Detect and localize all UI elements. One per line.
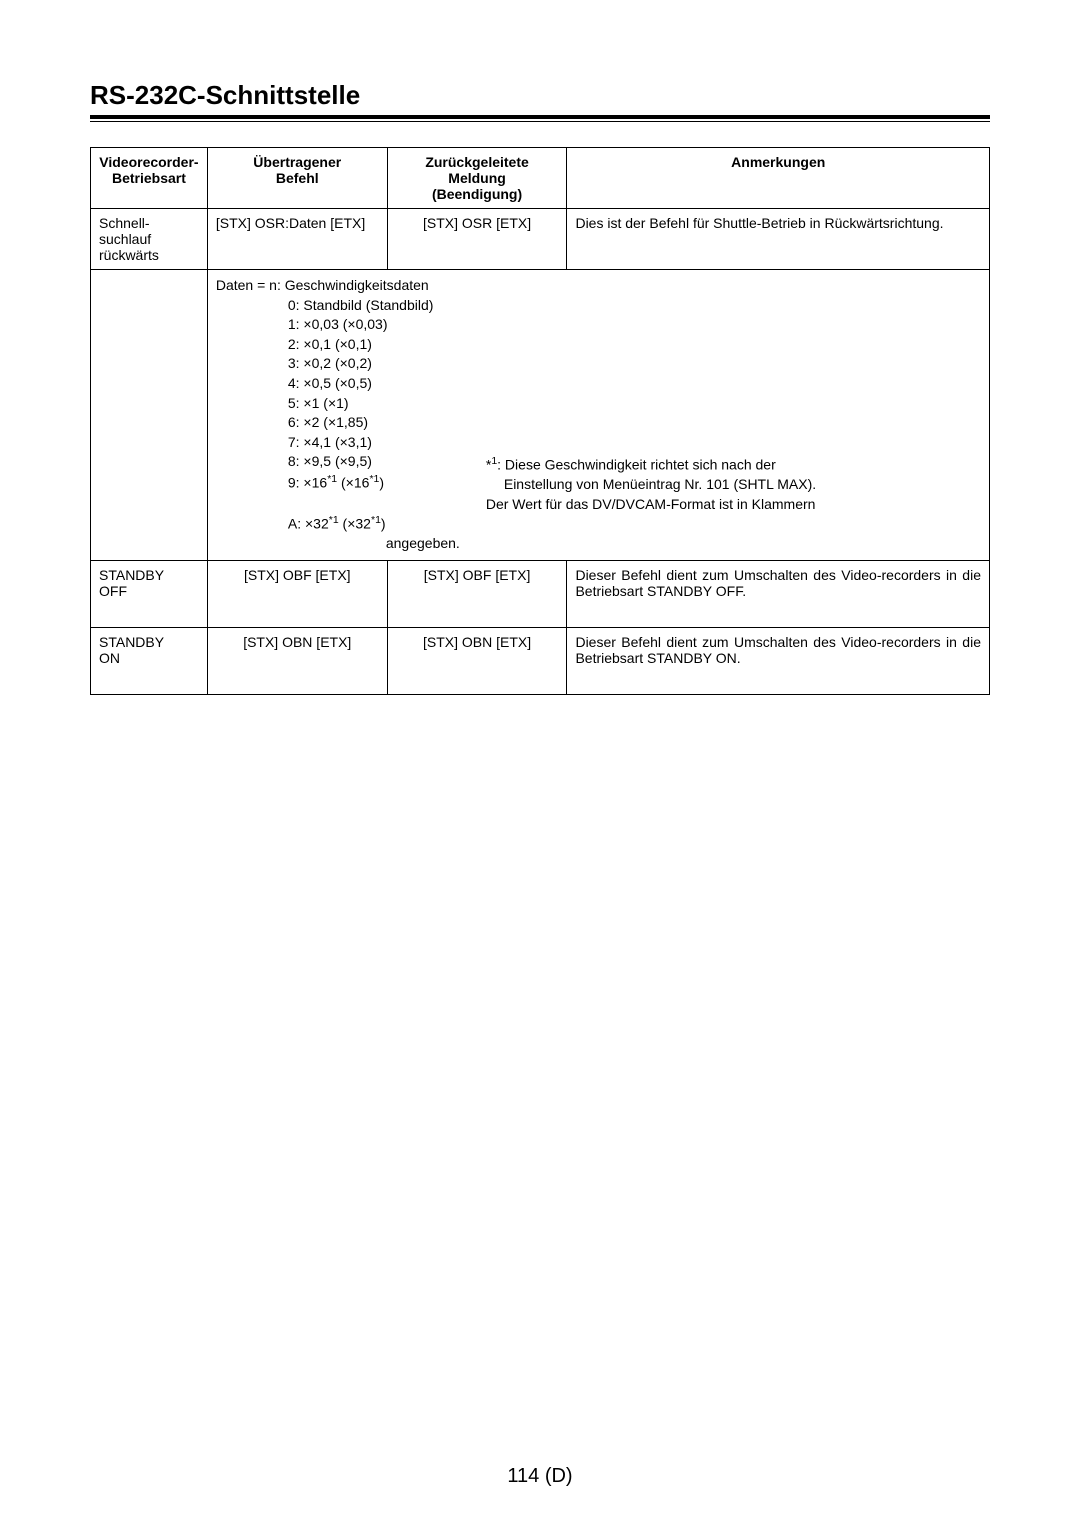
header-row: Videorecorder- Betriebsart Übertragener … — [91, 148, 990, 209]
speed-hdr: Daten = n: Geschwindigkeitsdaten — [216, 277, 429, 293]
mode-l1: STANDBY — [99, 634, 164, 650]
cell-cmd: [STX] OBF [ETX] — [207, 560, 387, 627]
th-mode-l1: Videorecorder- — [99, 154, 198, 170]
mode-l1: Schnell- — [99, 215, 150, 231]
speed-l9b: (×16 — [337, 475, 369, 491]
th-ret-l3: (Beendigung) — [432, 186, 522, 202]
footnote-l1: : Diese Geschwindigkeit richtet sich nac… — [497, 457, 776, 473]
sup3: *1 — [329, 514, 339, 526]
cell-mode: STANDBY ON — [91, 627, 208, 694]
speed-l7: 7: ×4,1 (×3,1) — [288, 434, 372, 450]
speed-l1: 1: ×0,03 (×0,03) — [288, 316, 388, 332]
footnote-l3: Der Wert für das DV/DVCAM-Format ist in … — [486, 496, 816, 512]
th-cmd-l1: Übertragener — [253, 154, 341, 170]
speed-l6: 6: ×2 (×1,85) — [288, 414, 368, 430]
table-row: STANDBY ON [STX] OBN [ETX] [STX] OBN [ET… — [91, 627, 990, 694]
cell-ret: [STX] OBN [ETX] — [387, 627, 567, 694]
mode-l3: rückwärts — [99, 247, 159, 263]
speed-laa: A: ×32 — [288, 515, 329, 531]
mode-l2: OFF — [99, 583, 127, 599]
th-note: Anmerkungen — [567, 148, 990, 209]
cell-mode: STANDBY OFF — [91, 560, 208, 627]
footnote-l2: Einstellung von Menüeintrag Nr. 101 (SHT… — [486, 476, 816, 492]
speed-lac: ) — [381, 515, 386, 531]
table-row: STANDBY OFF [STX] OBF [ETX] [STX] OBF [E… — [91, 560, 990, 627]
speed-l9a: 9: ×16 — [288, 475, 327, 491]
speed-l9c: ) — [379, 475, 384, 491]
mode-l2: ON — [99, 650, 120, 666]
footnote-l4: angegeben. — [288, 535, 460, 551]
sup1: *1 — [327, 473, 337, 485]
th-ret-l2: Meldung — [448, 170, 506, 186]
table-row: Schnell- suchlauf rückwärts [STX] OSR:Da… — [91, 209, 990, 270]
th-ret-l1: Zurückgeleitete — [425, 154, 528, 170]
sup2: *1 — [369, 473, 379, 485]
speed-l0: 0: Standbild (Standbild) — [288, 297, 434, 313]
th-mode-l2: Betriebsart — [112, 170, 186, 186]
page-number: 114 (D) — [0, 1465, 1080, 1488]
th-ret: Zurückgeleitete Meldung (Beendigung) — [387, 148, 567, 209]
cell-cmd: [STX] OSR:Daten [ETX] — [207, 209, 387, 270]
cell-ret: [STX] OSR [ETX] — [387, 209, 567, 270]
command-table: Videorecorder- Betriebsart Übertragener … — [90, 147, 990, 695]
page-title: RS-232C-Schnittstelle — [90, 80, 990, 119]
cell-note: Dieser Befehl dient zum Umschalten des V… — [567, 627, 990, 694]
sup4: *1 — [371, 514, 381, 526]
cell-note: Dies ist der Befehl für Shuttle-Betrieb … — [567, 209, 990, 270]
speed-l3: 3: ×0,2 (×0,2) — [288, 355, 372, 371]
th-mode: Videorecorder- Betriebsart — [91, 148, 208, 209]
cell-mode-empty — [91, 270, 208, 561]
th-cmd: Übertragener Befehl — [207, 148, 387, 209]
cell-ret: [STX] OBF [ETX] — [387, 560, 567, 627]
speed-l2: 2: ×0,1 (×0,1) — [288, 336, 372, 352]
th-cmd-l2: Befehl — [276, 170, 319, 186]
mode-l2: suchlauf — [99, 231, 151, 247]
speed-l4: 4: ×0,5 (×0,5) — [288, 375, 372, 391]
speed-l8: 8: ×9,5 (×9,5) — [288, 453, 372, 469]
cell-note: Dieser Befehl dient zum Umschalten des V… — [567, 560, 990, 627]
cell-cmd: [STX] OBN [ETX] — [207, 627, 387, 694]
mode-l1: STANDBY — [99, 567, 164, 583]
cell-mode: Schnell- suchlauf rückwärts — [91, 209, 208, 270]
speed-l5: 5: ×1 (×1) — [288, 395, 349, 411]
speed-lab: (×32 — [339, 515, 371, 531]
cell-speeddata: Daten = n: Geschwindigkeitsdaten 0: Stan… — [207, 270, 989, 561]
table-row: Daten = n: Geschwindigkeitsdaten 0: Stan… — [91, 270, 990, 561]
